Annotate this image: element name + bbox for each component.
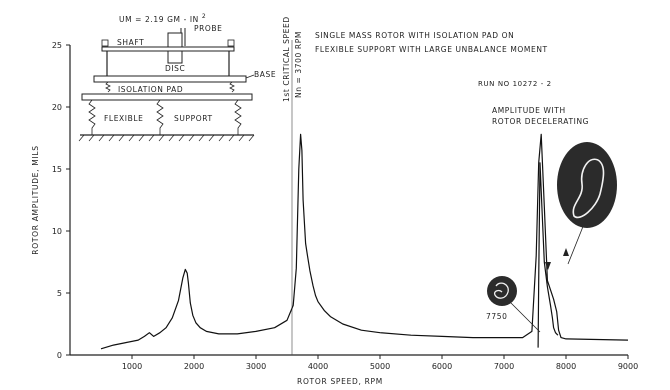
right-bearing xyxy=(227,39,235,47)
orbit-large-trace xyxy=(572,158,605,219)
chart-title-line-2: FLEXIBLE SUPPORT WITH LARGE UNBALANCE MO… xyxy=(315,45,548,54)
shaft-shape xyxy=(101,46,235,52)
unbalance-text: UM = 2.19 GM - IN xyxy=(119,15,199,24)
x-tick-label: 5000 xyxy=(370,362,390,371)
orbit-large-leader xyxy=(567,223,585,265)
x-axis-label: ROTOR SPEED, RPM xyxy=(297,377,383,386)
support-spring-1 xyxy=(88,99,96,135)
critical-speed-annotation: 1st CRITICAL SPEED Nn = 3700 RPM xyxy=(282,16,303,355)
orbit-large-disc xyxy=(557,142,617,228)
pad-spring-left xyxy=(105,81,111,93)
support-spring-3 xyxy=(234,99,242,135)
y-tick-label: 0 xyxy=(57,351,62,360)
x-tick-label: 7000 xyxy=(494,362,514,371)
y-tick-label: 25 xyxy=(52,41,62,50)
y-tick-label: 20 xyxy=(52,103,62,112)
support-label: SUPPORT xyxy=(174,114,213,123)
axes xyxy=(69,45,628,356)
curve-arrow-down xyxy=(545,262,551,270)
chart-title-line-1: SINGLE MASS ROTOR WITH ISOLATION PAD ON xyxy=(315,31,514,40)
isolation-pad-label: ISOLATION PAD xyxy=(118,85,183,94)
pad-spring-right xyxy=(229,81,235,93)
amplitude-note-line-1: AMPLITUDE WITH xyxy=(492,106,566,115)
x-tick-label: 9000 xyxy=(618,362,638,371)
x-tick-label: 6000 xyxy=(432,362,452,371)
critical-speed-label: 1st CRITICAL SPEED xyxy=(282,16,291,102)
orbit-small-inset: 7750 xyxy=(486,276,541,333)
x-tick-label: 1000 xyxy=(122,362,142,371)
run-label: RUN NO 10272 - 2 xyxy=(478,80,552,88)
shaft-label: SHAFT xyxy=(117,38,144,47)
x-tick-label: 3000 xyxy=(246,362,266,371)
y-axis-label: ROTOR AMPLITUDE, MILS xyxy=(31,145,40,254)
x-ticks: 1000 2000 3000 4000 5000 6000 7000 8000 9000 xyxy=(122,355,638,371)
y-tick-label: 10 xyxy=(52,227,62,236)
left-bearing xyxy=(101,39,109,47)
amplitude-note-line-2: ROTOR DECELERATING xyxy=(492,117,589,126)
probe-label: PROBE xyxy=(194,24,223,33)
x-tick-label: 4000 xyxy=(308,362,328,371)
base-label: BASE xyxy=(254,70,276,79)
orbit-small-disc xyxy=(487,276,517,306)
flexible-label: FLEXIBLE xyxy=(104,114,143,123)
orbit-large-inset xyxy=(557,142,617,265)
curve-arrow-up xyxy=(563,248,569,256)
rig-schematic: UM = 2.19 GM - IN 2 PROBE SHAFT DISC BAS… xyxy=(78,13,276,142)
series-line-1 xyxy=(100,133,629,350)
unbalance-label: UM = 2.19 GM - IN 2 xyxy=(119,13,206,24)
series-group xyxy=(100,133,629,350)
series-line-2 xyxy=(537,162,559,348)
orbit-small-trace xyxy=(493,282,509,299)
base-plate xyxy=(93,75,247,83)
y-ticks: 0 5 10 15 20 25 xyxy=(52,41,70,360)
x-tick-label: 8000 xyxy=(556,362,576,371)
lower-plate xyxy=(81,93,253,101)
base-leader xyxy=(245,74,255,79)
x-tick-label: 2000 xyxy=(184,362,204,371)
support-spring-2 xyxy=(156,99,164,135)
ground-hatch xyxy=(78,134,255,142)
critical-speed-value: Nn = 3700 RPM xyxy=(294,31,303,98)
orbit-speed-label: 7750 xyxy=(486,312,508,321)
y-tick-label: 15 xyxy=(52,165,62,174)
orbit-small-leader xyxy=(509,301,541,333)
unbalance-exponent: 2 xyxy=(202,13,206,20)
y-tick-label: 5 xyxy=(57,289,62,298)
disc-label: DISC xyxy=(165,64,185,73)
